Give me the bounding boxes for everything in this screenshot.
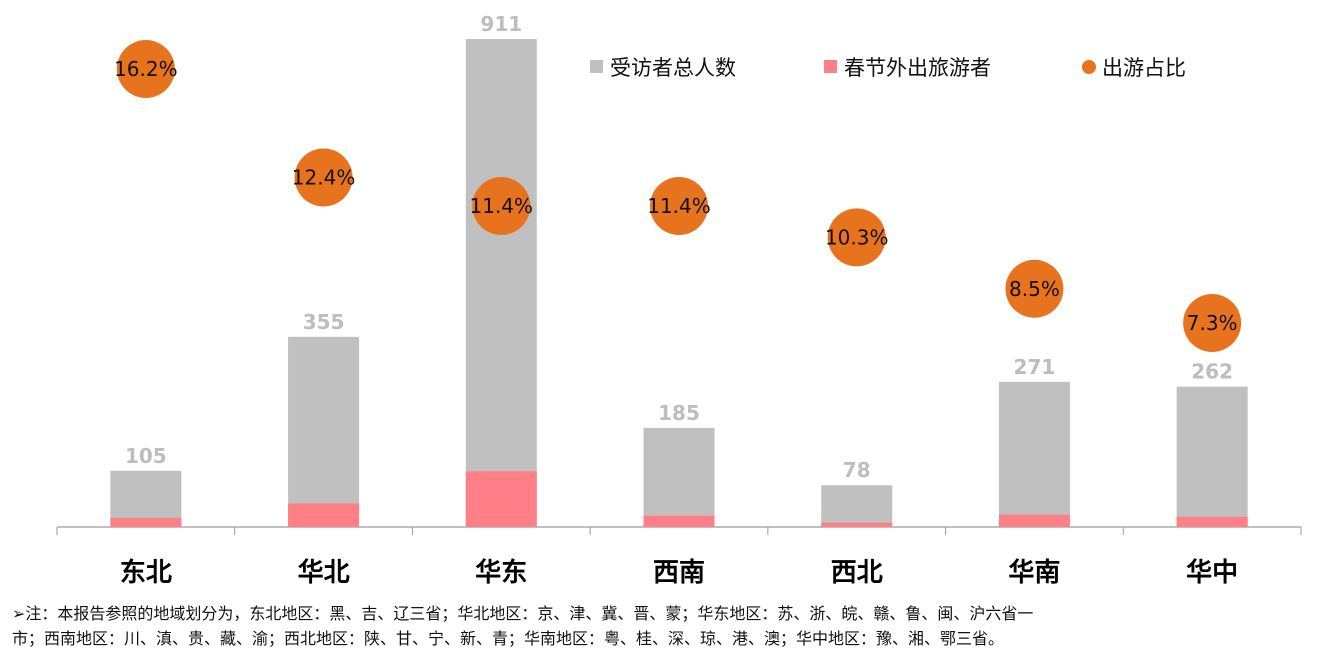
bar-total — [110, 470, 182, 527]
data-label-total: 911 — [480, 12, 522, 36]
legend-travelers-label: 春节外出旅游者 — [844, 56, 991, 80]
x-tick-label: 华南 — [1008, 557, 1060, 588]
bubble-ratio — [1005, 259, 1064, 318]
legend-ratio-label: 出游占比 — [1102, 56, 1186, 80]
bubble-ratio — [472, 176, 531, 235]
bubble-ratio — [650, 176, 708, 235]
bubble-ratio — [1183, 294, 1242, 352]
bubble-ratio — [827, 208, 886, 267]
x-tick-label: 西北 — [831, 558, 883, 588]
bar-travelers — [110, 517, 182, 527]
bar-total — [288, 336, 360, 527]
bar-travelers — [465, 471, 537, 527]
x-tick-label: 东北 — [120, 557, 172, 588]
data-label-total: 78 — [843, 458, 871, 482]
chart: 105 东北 355 华北 911 华东 185 西南 78 西北 271 华南 262 华中 16.2% 1… — [56, 12, 1302, 588]
data-label-ratio: 7.3% — [1187, 311, 1238, 335]
bar-travelers — [288, 503, 360, 527]
data-label-ratio: 11.4% — [647, 194, 711, 218]
bar-travelers — [643, 515, 715, 527]
legend-travelers-swatch — [824, 60, 837, 73]
footnote-line-2: 市；西南地区：川、滇、贵、藏、渝；西北地区：陕、甘、宁、新、青；华南地区：粤、桂… — [12, 629, 1005, 648]
bar-travelers — [1176, 516, 1248, 527]
footnote-line-1: ➢注：本报告参照的地域划分为，东北地区：黑、吉、辽三省；华北地区：京、津、冀、晋… — [12, 604, 1034, 623]
data-label-ratio: 11.4% — [470, 194, 534, 218]
x-tick-label: 西南 — [653, 558, 705, 588]
bar-total — [1176, 386, 1248, 527]
data-label-total: 185 — [658, 401, 700, 425]
bar-total — [643, 427, 715, 527]
bar-total — [465, 39, 537, 527]
bar-travelers — [998, 514, 1070, 527]
footnote: ➢注：本报告参照的地域划分为，东北地区：黑、吉、辽三省；华北地区：京、津、冀、晋… — [12, 601, 1322, 651]
data-label-total: 271 — [1014, 355, 1056, 379]
legend-total-swatch — [590, 60, 603, 73]
data-label-ratio: 8.5% — [1009, 277, 1060, 301]
bubble-ratio — [294, 148, 353, 207]
bubble-ratio — [116, 40, 175, 98]
data-label-total: 355 — [303, 310, 345, 334]
legend-ratio-swatch — [1082, 60, 1096, 74]
bar-total — [998, 381, 1070, 527]
data-label-ratio: 10.3% — [825, 225, 889, 249]
legend-total-label: 受访者总人数 — [610, 56, 736, 80]
bar-total — [821, 485, 893, 527]
x-tick-label: 华东 — [475, 557, 527, 588]
data-label-total: 105 — [125, 444, 167, 468]
data-label-ratio: 12.4% — [292, 165, 356, 189]
bar-travelers — [821, 522, 893, 527]
x-tick-label: 华中 — [1186, 557, 1238, 588]
data-label-ratio: 16.2% — [114, 57, 178, 81]
data-label-total: 262 — [1191, 360, 1233, 384]
x-tick-label: 华北 — [298, 557, 350, 588]
